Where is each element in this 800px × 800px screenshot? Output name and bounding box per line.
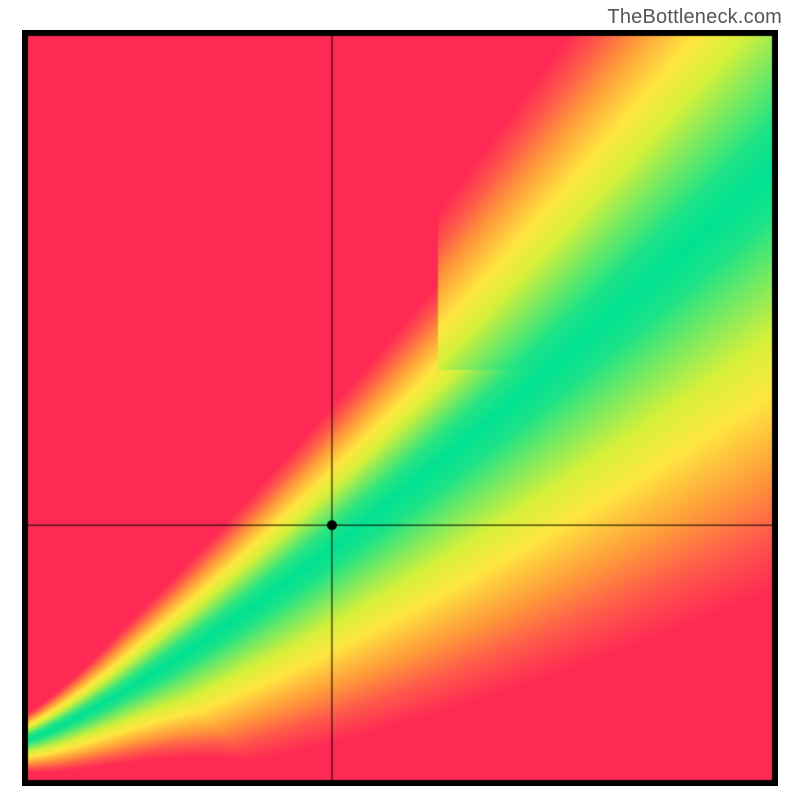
chart-container: TheBottleneck.com — [0, 0, 800, 800]
heatmap-canvas — [22, 30, 778, 786]
watermark-text: TheBottleneck.com — [607, 6, 782, 29]
